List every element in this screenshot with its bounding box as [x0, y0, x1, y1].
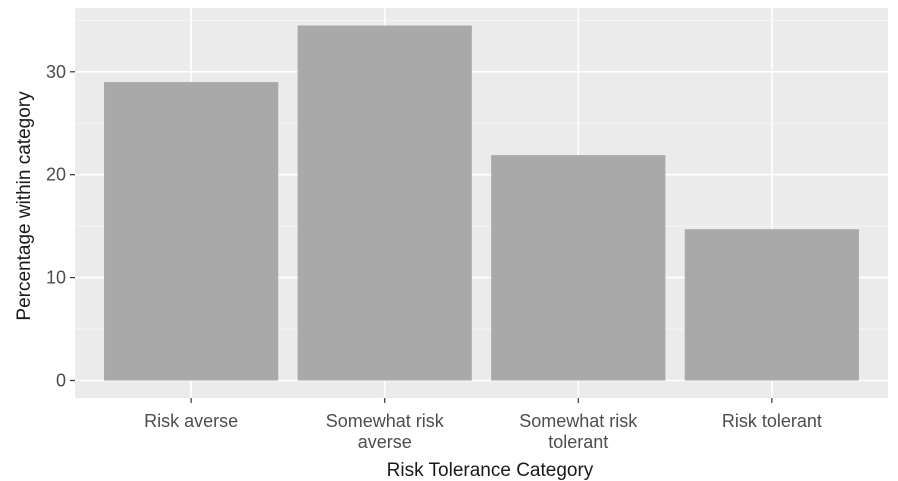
y-tick-label: 0 — [56, 371, 66, 391]
y-axis-title: Percentage within category — [14, 91, 35, 321]
bar — [491, 155, 666, 381]
bar — [684, 229, 859, 381]
y-axis: 0 10 20 30 — [46, 62, 75, 391]
x-tick-label: Risk tolerant — [722, 411, 822, 431]
bar — [104, 82, 279, 381]
y-tick-label: 20 — [46, 165, 66, 185]
y-tick-label: 10 — [46, 268, 66, 288]
x-tick-label: Somewhat risk tolerant — [519, 411, 638, 452]
bars — [104, 25, 859, 381]
y-tick-label: 30 — [46, 62, 66, 82]
bar — [297, 25, 472, 381]
x-tick-label: Risk averse — [144, 411, 238, 431]
x-axis: Risk averse Somewhat risk averse Somewhat r… — [144, 398, 822, 452]
x-axis-title: Risk Tolerance Category — [387, 460, 594, 481]
x-tick-label: Somewhat risk averse — [326, 411, 445, 452]
